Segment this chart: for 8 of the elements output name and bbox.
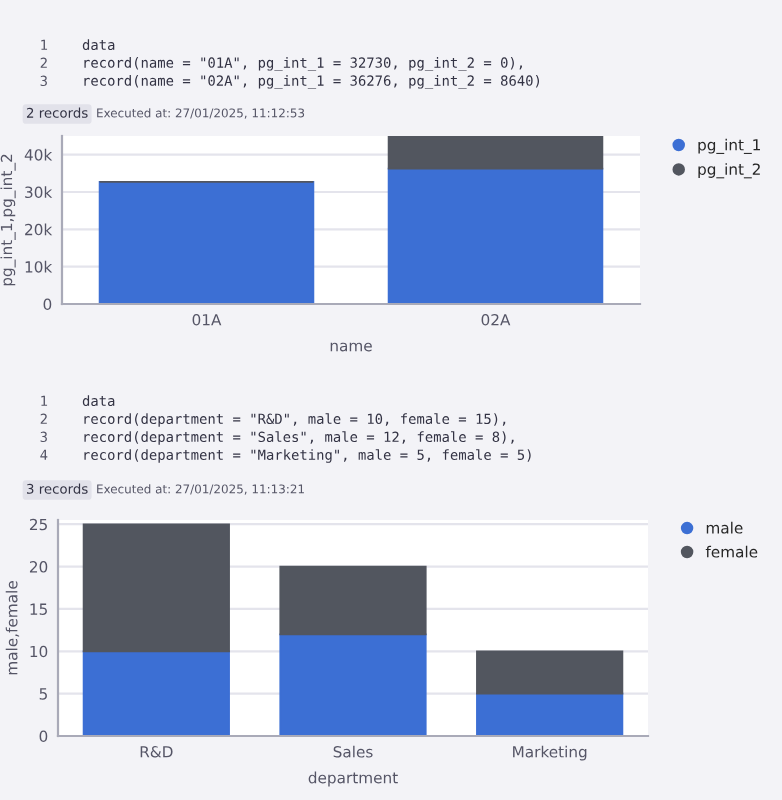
bar	[82, 523, 230, 653]
bar	[387, 136, 604, 170]
bar	[279, 565, 427, 636]
bar	[476, 692, 624, 736]
bar	[476, 650, 624, 695]
bar	[279, 633, 427, 736]
bar	[98, 180, 315, 304]
bar	[82, 650, 230, 736]
